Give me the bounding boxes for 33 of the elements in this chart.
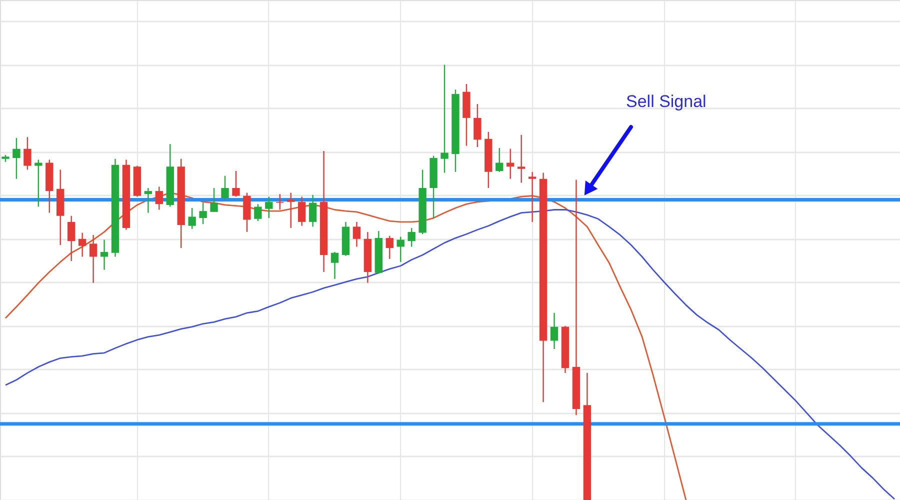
candlestick: [352, 221, 361, 248]
candlestick: [78, 232, 86, 258]
annotation: Sell Signal: [626, 92, 706, 111]
candlestick: [265, 196, 273, 219]
candlestick: [396, 236, 404, 263]
candlestick: [34, 159, 42, 208]
candlestick: [232, 170, 240, 198]
candlestick: [298, 196, 306, 226]
candlestick: [199, 202, 207, 225]
candlestick: [474, 103, 482, 148]
candlestick: [12, 137, 20, 180]
candlestick: [440, 64, 448, 174]
candlestick: [68, 215, 76, 262]
candlestick: [496, 147, 504, 172]
candlestick: [155, 186, 163, 210]
candlestick: [330, 251, 339, 280]
candlestick: [221, 175, 229, 200]
candlestick: [254, 203, 262, 222]
candlestick: [550, 312, 558, 350]
candlestick: [276, 193, 284, 210]
candlestick: [287, 192, 295, 229]
candlestick: [308, 194, 317, 228]
candlestick: [518, 134, 526, 184]
candlestick: [144, 187, 152, 214]
candlestick: [386, 235, 394, 260]
candlestick: [188, 207, 196, 230]
candlestick: [210, 187, 218, 213]
candlestick: [89, 234, 98, 284]
candlestick: [24, 136, 32, 170]
candlestick: [408, 227, 416, 248]
candlestick: [100, 239, 108, 270]
candlestick: [243, 192, 251, 233]
candlestick: [528, 171, 536, 223]
